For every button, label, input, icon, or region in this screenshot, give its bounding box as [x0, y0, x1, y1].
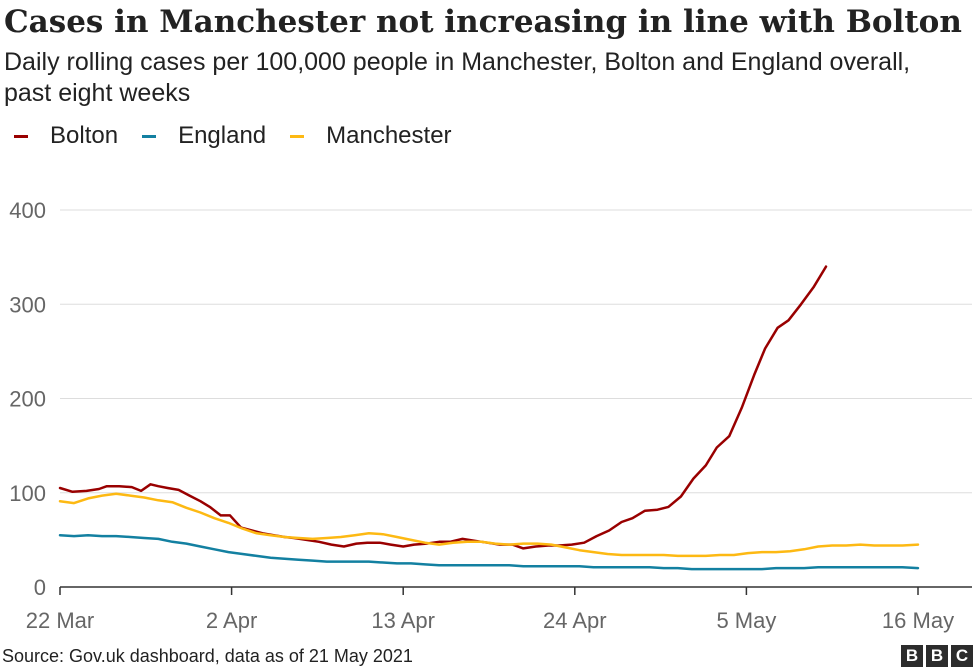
series-line-manchester	[58, 492, 920, 558]
series-line-bolton	[58, 265, 828, 550]
x-tick-label: 24 Apr	[543, 608, 607, 633]
legend-label-england: England	[178, 122, 267, 149]
legend-swatch-england	[142, 134, 157, 138]
legend-label-manchester: Manchester	[326, 122, 452, 149]
chart-legend: Bolton England Manchester	[14, 120, 476, 152]
series-line-england	[58, 533, 920, 571]
y-tick-label: 100	[9, 481, 46, 506]
legend-item-england: England	[142, 122, 266, 150]
bbc-logo-letter-3: C	[951, 645, 973, 667]
y-tick-label: 200	[9, 387, 46, 412]
legend-swatch-bolton	[14, 134, 28, 138]
legend-label-bolton: Bolton	[50, 122, 119, 149]
legend-swatch-manchester	[290, 134, 305, 138]
bbc-logo-letter-1: B	[901, 645, 923, 667]
x-tick-label: 16 May	[882, 608, 954, 633]
x-tick-label: 5 May	[716, 608, 776, 633]
source-note: Source: Gov.uk dashboard, data as of 21 …	[2, 646, 413, 666]
bbc-logo-letter-2: B	[926, 645, 948, 667]
y-tick-label: 300	[9, 292, 46, 317]
chart-title: Cases in Manchester not increasing in li…	[4, 4, 962, 40]
bbc-logo: B B C	[898, 645, 973, 667]
x-tick-label: 2 Apr	[206, 608, 257, 633]
legend-item-bolton: Bolton	[14, 122, 118, 150]
y-tick-label: 400	[9, 198, 46, 223]
legend-item-manchester: Manchester	[290, 122, 452, 150]
y-tick-label: 0	[34, 575, 46, 600]
x-tick-label: 13 Apr	[371, 608, 435, 633]
x-tick-label: 22 Mar	[26, 608, 94, 633]
chart-subtitle: Daily rolling cases per 100,000 people i…	[4, 48, 911, 107]
